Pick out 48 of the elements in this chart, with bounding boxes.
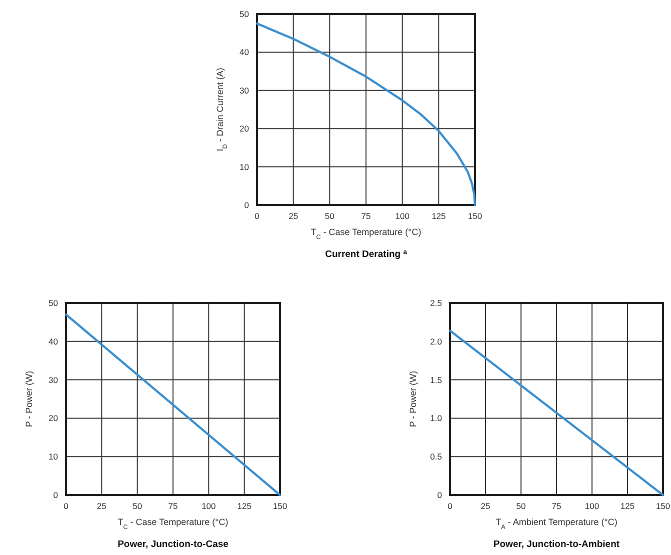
x-axis-title: T$_{A}$ - Ambient Temperature (°C) bbox=[496, 517, 618, 530]
y-tick-label: 2.5 bbox=[430, 298, 442, 308]
text: Power, Junction-to-Ambient bbox=[493, 539, 620, 550]
y-tick-label: 20 bbox=[48, 413, 58, 424]
x-tick-label: 75 bbox=[552, 501, 562, 511]
y-tick-label: 0 bbox=[437, 490, 442, 500]
x-tick-label: 150 bbox=[272, 501, 288, 511]
y-axis-title: P - Power (W) bbox=[24, 370, 34, 428]
line-series bbox=[256, 22, 476, 206]
x-tick-label: 150 bbox=[656, 501, 670, 511]
x-tick-label: 25 bbox=[96, 501, 107, 511]
x-axis-title: T$_{C}$ - Case Temperature (°C) bbox=[310, 227, 422, 240]
y-axis-title: P - Power (W) bbox=[408, 370, 418, 428]
y-tick-label: 1.0 bbox=[430, 413, 442, 424]
y-tick-label: 0.5 bbox=[430, 452, 442, 462]
y-tick-label: 0 bbox=[53, 490, 58, 500]
text: Current Derating $^{a}$ bbox=[325, 248, 408, 260]
x-tick-label: 0 bbox=[254, 211, 260, 221]
x-tick-label: 100 bbox=[202, 501, 216, 511]
y-tick-label: 40 bbox=[48, 336, 58, 346]
x-tick-label: 125 bbox=[237, 501, 252, 511]
x-tick-label: 0 bbox=[448, 501, 453, 511]
x-tick-label: 125 bbox=[620, 501, 635, 511]
x-tick-label: 50 bbox=[516, 501, 526, 511]
x-tick-label: 75 bbox=[361, 211, 371, 221]
x-tick-label: 50 bbox=[324, 211, 335, 221]
x-tick-label: 125 bbox=[432, 211, 446, 221]
y-tick-label: 0 bbox=[244, 200, 250, 210]
y-tick-label: 30 bbox=[48, 374, 58, 385]
y-tick-label: 10 bbox=[48, 452, 58, 462]
y-tick-label: 10 bbox=[240, 162, 250, 172]
y-tick-label: 40 bbox=[240, 47, 250, 58]
y-tick-label: 50 bbox=[240, 9, 250, 19]
x-tick-label: 100 bbox=[584, 501, 600, 511]
x-tick-label: 75 bbox=[168, 501, 178, 511]
y-tick-label: 2.0 bbox=[430, 336, 442, 346]
x-tick-label: 150 bbox=[468, 211, 482, 221]
x-tick-label: 25 bbox=[480, 501, 490, 511]
text: Power, Junction-to-Case bbox=[118, 539, 228, 550]
y-tick-label: 50 bbox=[48, 298, 58, 308]
y-tick-label: 30 bbox=[240, 85, 250, 96]
x-tick-label: 25 bbox=[288, 211, 298, 221]
y-tick-label: 20 bbox=[240, 124, 250, 134]
x-tick-label: 100 bbox=[395, 211, 410, 221]
x-tick-label: 50 bbox=[132, 501, 142, 511]
y-tick-label: 1.5 bbox=[430, 374, 442, 385]
x-tick-label: 0 bbox=[64, 501, 69, 511]
x-axis-title: T$_{C}$ - Case Temperature (°C) bbox=[118, 517, 228, 530]
